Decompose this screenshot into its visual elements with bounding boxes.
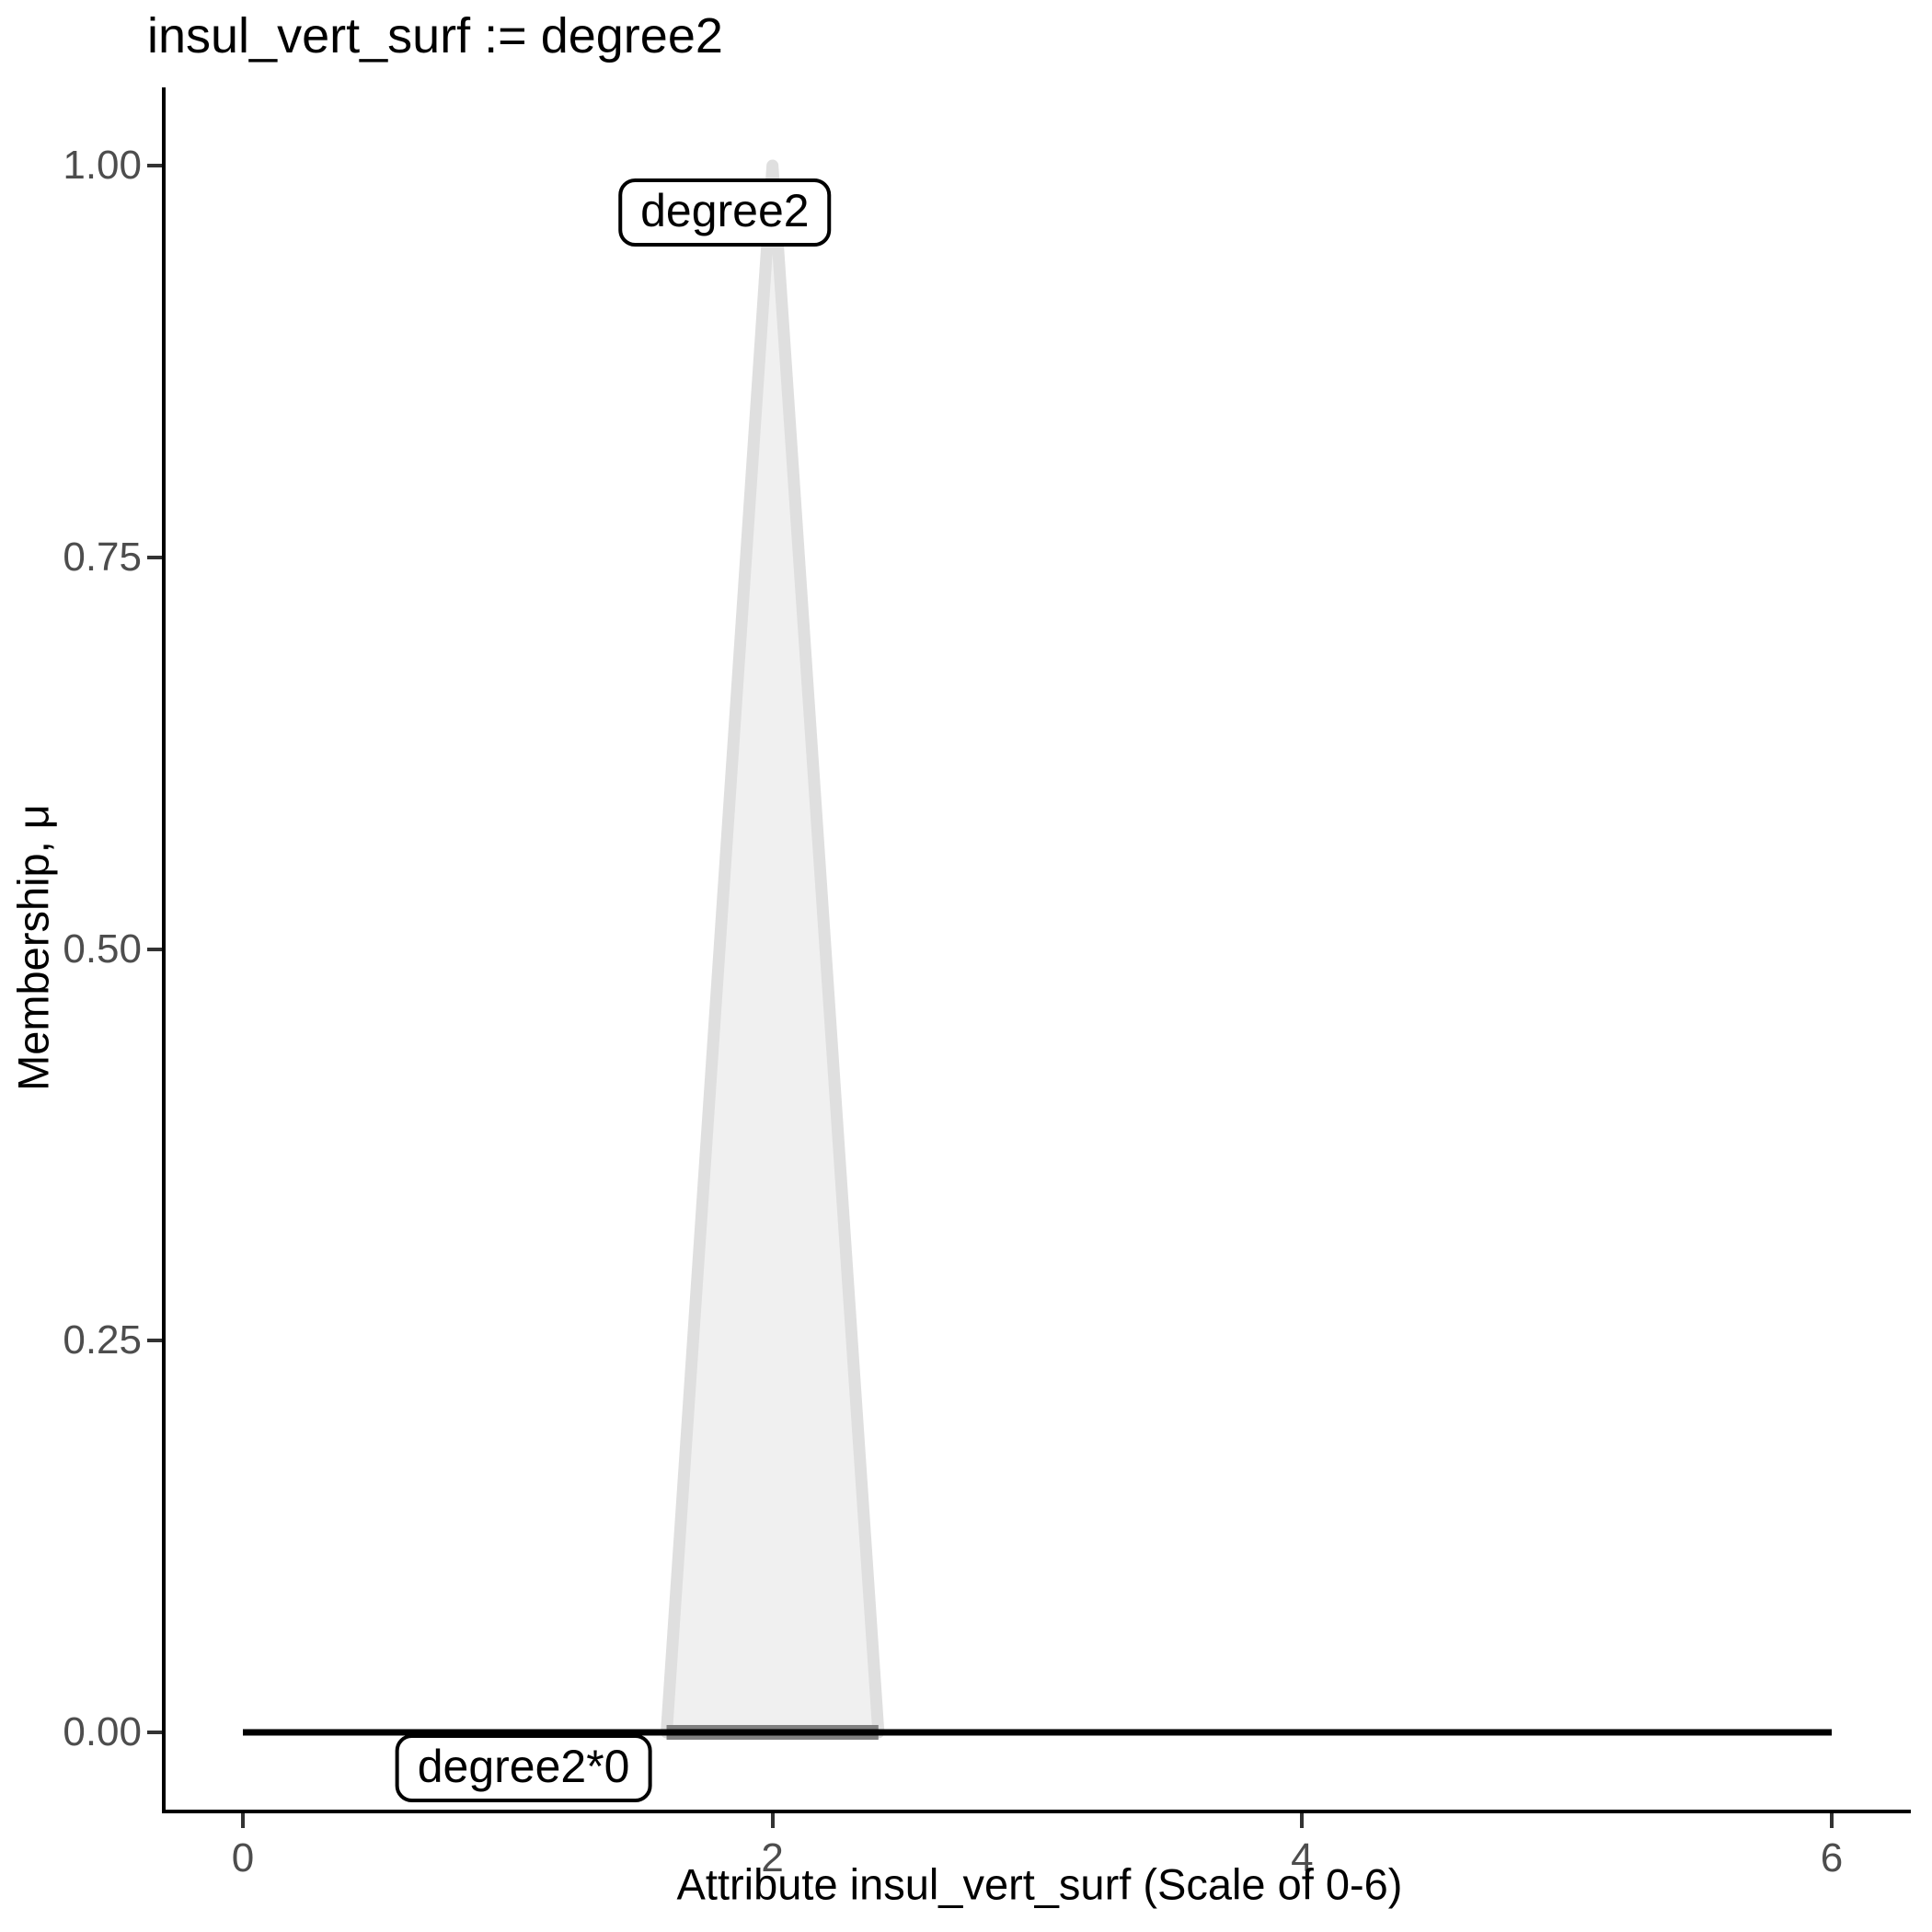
x-axis-title: Attribute insul_vert_surf (Scale of 0-6) [676, 1859, 1403, 1909]
x-tick-mark [1300, 1813, 1305, 1828]
x-tick-mark [1830, 1813, 1834, 1828]
label-degree2: degree2 [618, 178, 832, 247]
y-tick-label: 0.75 [63, 534, 142, 580]
y-tick-mark [147, 1731, 162, 1734]
y-tick-mark [147, 947, 162, 951]
y-tick-mark [147, 555, 162, 559]
x-tick-label: 4 [1291, 1835, 1314, 1880]
y-tick-mark [147, 164, 162, 167]
label-degree2-times-0: degree2*0 [395, 1734, 652, 1803]
y-axis-title: Membership, μ [8, 804, 58, 1091]
y-tick-label: 0.00 [63, 1709, 142, 1754]
y-axis-line [162, 87, 166, 1813]
x-tick-mark [770, 1813, 775, 1828]
x-tick-label: 0 [231, 1835, 255, 1880]
y-tick-mark [147, 1339, 162, 1343]
x-tick-label: 2 [761, 1835, 784, 1880]
y-tick-label: 0.25 [63, 1317, 142, 1363]
plot-title: insul_vert_surf := degree2 [147, 8, 723, 63]
y-tick-label: 0.50 [63, 926, 142, 972]
x-axis-line [162, 1810, 1911, 1813]
series-degree2 [661, 159, 885, 1739]
x-tick-mark [241, 1813, 245, 1828]
y-tick-label: 1.00 [63, 143, 142, 188]
x-tick-label: 6 [1820, 1835, 1844, 1880]
